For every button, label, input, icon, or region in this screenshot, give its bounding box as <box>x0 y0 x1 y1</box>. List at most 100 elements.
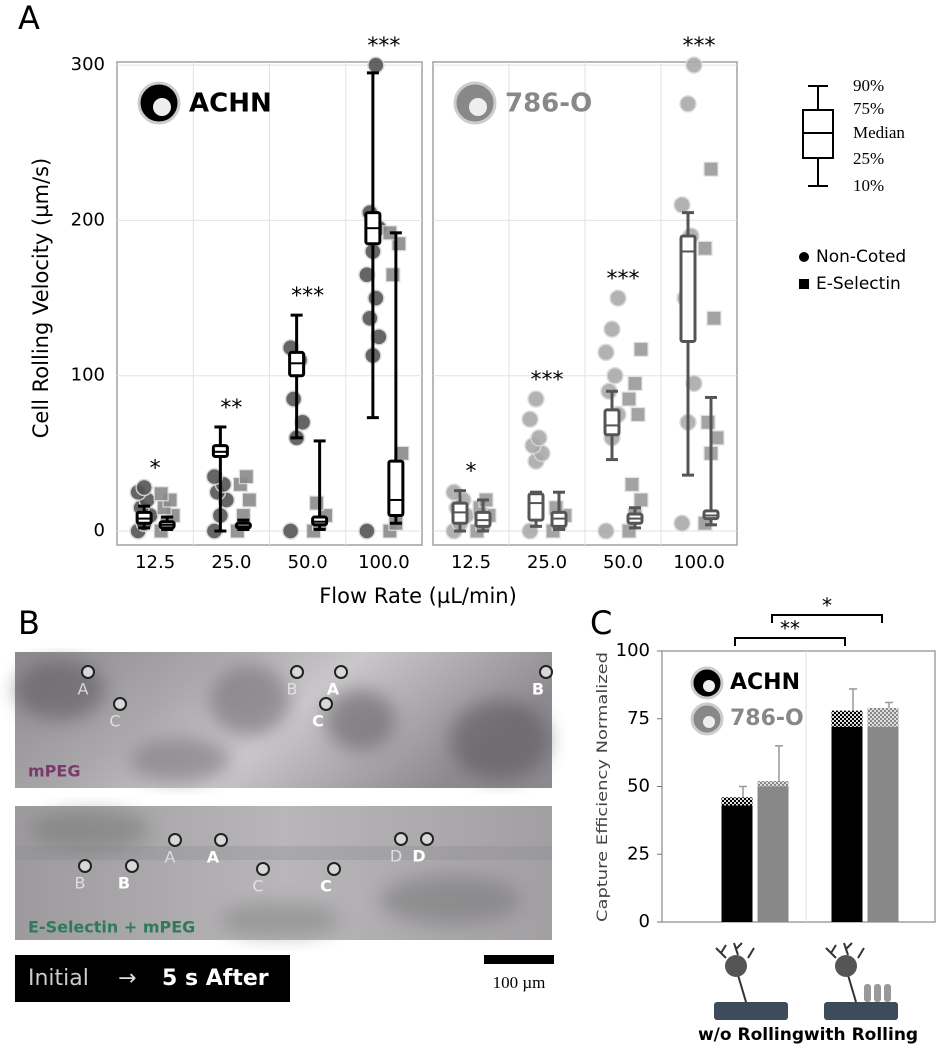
box <box>527 492 545 522</box>
cell-label: B <box>532 680 544 699</box>
data-point <box>367 56 385 74</box>
x-tick-label: 50.0 <box>603 552 643 573</box>
tether <box>847 974 857 1003</box>
scale-bar <box>484 955 554 964</box>
data-point <box>697 240 713 256</box>
time-arrow: → <box>118 966 136 991</box>
legend-circle <box>799 252 809 262</box>
data-point <box>673 514 691 533</box>
data-point <box>679 95 697 113</box>
data-point <box>358 266 376 284</box>
cell-label: B <box>287 680 298 699</box>
data-point <box>597 343 615 362</box>
bar <box>721 805 753 922</box>
image-caption: mPEG <box>28 762 80 781</box>
x-tick-label: w/o Rolling <box>698 1025 804 1045</box>
legend-icon-core <box>703 716 715 728</box>
receptor <box>715 942 755 959</box>
y-axis-label: Capture Efficiency Normalized <box>595 652 611 922</box>
tether <box>737 974 747 1003</box>
cell-label: C <box>320 877 332 896</box>
data-point <box>530 429 548 447</box>
box-legend-label: 25% <box>853 149 884 168</box>
bar-top <box>831 710 863 727</box>
x-tick-label: 25.0 <box>527 552 567 573</box>
bracket-label: * <box>822 594 832 618</box>
x-tick-label: 50.0 <box>288 552 328 573</box>
bar <box>757 786 789 922</box>
panel-label: B <box>18 604 40 642</box>
data-point <box>609 289 627 307</box>
schematic-icon <box>714 942 788 1020</box>
data-point <box>367 289 385 307</box>
data-point <box>706 310 722 326</box>
y-axis-label: Cell Rolling Velocity (µm/s) <box>29 158 53 439</box>
data-point <box>685 374 703 393</box>
data-point <box>627 375 643 392</box>
y-tick-label: 25 <box>627 843 650 864</box>
cell <box>256 862 270 876</box>
time-to: 5 s After <box>162 966 269 991</box>
substrate <box>714 1002 788 1020</box>
micrograph-top <box>15 652 552 788</box>
cell-label: A <box>165 848 176 867</box>
cell <box>214 833 228 847</box>
y-tick-label: 100 <box>616 640 650 661</box>
cell <box>394 832 408 846</box>
cell <box>327 862 341 876</box>
x-tick-label: 100.0 <box>673 552 725 573</box>
bar-top <box>721 797 753 806</box>
x-tick-label: with Rolling <box>804 1025 918 1045</box>
data-point <box>370 328 388 346</box>
box-legend-label: 90% <box>853 76 884 95</box>
cell <box>113 697 127 711</box>
cell-label: C <box>252 877 263 896</box>
cell-label: A <box>207 848 220 867</box>
box <box>387 459 405 517</box>
bracket-label: ** <box>780 617 800 641</box>
data-point <box>527 390 545 408</box>
data-point <box>135 478 153 497</box>
significance: *** <box>607 267 640 292</box>
data-point <box>284 390 303 408</box>
data-point <box>281 522 300 540</box>
y-tick-label: 50 <box>627 776 650 797</box>
bar <box>831 726 863 922</box>
time-banner <box>15 955 290 1002</box>
data-point <box>603 320 621 338</box>
selectin <box>874 984 881 1002</box>
significance: *** <box>531 368 564 393</box>
significance: *** <box>367 34 400 59</box>
selectin <box>884 984 891 1002</box>
cell <box>319 697 333 711</box>
cell-label: C <box>109 712 120 731</box>
schematic-icon <box>824 942 898 1020</box>
data-point <box>385 267 401 283</box>
significance: * <box>150 457 161 482</box>
data-point <box>685 56 703 74</box>
legend-label: ACHN <box>730 670 800 695</box>
data-point <box>309 495 325 511</box>
cell <box>334 665 348 679</box>
data-point <box>624 476 640 493</box>
data-point <box>703 161 719 177</box>
data-point <box>521 410 539 428</box>
y-tick-label: 0 <box>639 911 650 932</box>
cell-label: B <box>75 874 86 893</box>
receptor <box>825 942 865 959</box>
y-tick-label: 75 <box>627 708 650 729</box>
cell <box>168 833 182 847</box>
data-point <box>673 196 691 214</box>
legend-square <box>799 279 809 289</box>
box-legend-label: Median <box>853 123 905 142</box>
chart-title: 786-O <box>505 89 592 119</box>
data-point <box>205 467 224 486</box>
marker-legend-label: Non-Coted <box>816 247 906 267</box>
data-point <box>241 492 257 508</box>
significance: *** <box>683 34 716 59</box>
cell <box>725 955 747 977</box>
significance: ** <box>220 396 242 421</box>
data-point <box>153 486 169 502</box>
cell-label: B <box>118 874 130 893</box>
